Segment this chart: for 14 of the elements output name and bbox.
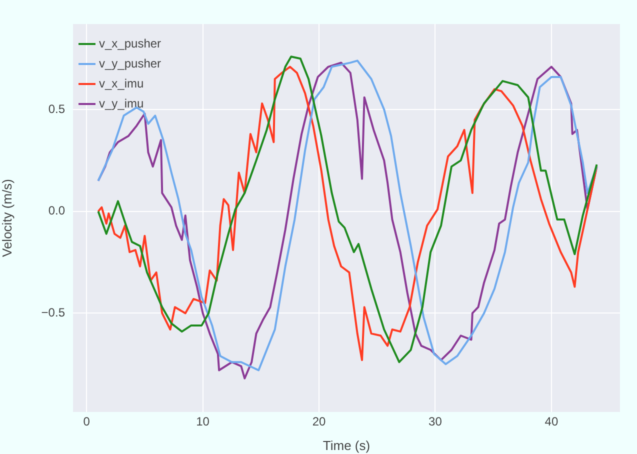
y-axis-title: Velocity (m/s) [0, 178, 14, 258]
x-axis-title: Time (s) [322, 438, 370, 453]
x-tick-label: 30 [428, 414, 442, 429]
y-tick-label: −0.5 [41, 306, 66, 320]
legend-label: v_y_pusher [99, 56, 162, 70]
x-tick-label: 40 [544, 414, 558, 429]
x-tick-label: 10 [196, 414, 210, 429]
y-tick-label: 0.0 [48, 204, 66, 218]
legend-label: v_x_imu [99, 76, 144, 90]
x-tick-label: 20 [312, 414, 326, 429]
legend-label: v_y_imu [99, 96, 144, 110]
y-tick-label: 0.5 [48, 102, 66, 116]
x-tick-label: 0 [83, 414, 90, 429]
legend-label: v_x_pusher [99, 36, 162, 50]
